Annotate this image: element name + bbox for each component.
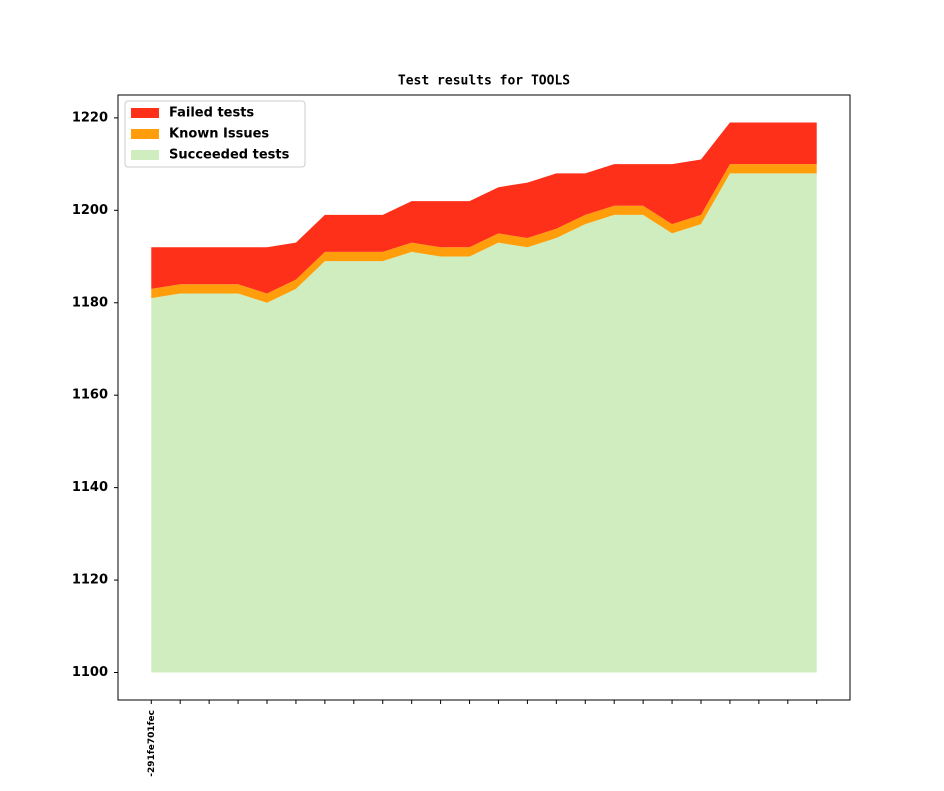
y-tick-label: 1200 [72, 203, 108, 218]
area [151, 173, 817, 673]
legend-swatch [131, 129, 159, 139]
plot-area [151, 122, 817, 673]
chart-title: Test results for TOOLS [398, 74, 570, 89]
legend: Failed tests Known Issues Succeeded tests [124, 100, 306, 168]
y-tick-label: 1220 [72, 110, 108, 125]
x-tick-label: -291fe701fec [147, 710, 157, 777]
legend-frame [124, 100, 306, 168]
legend-label: Succeeded tests [169, 148, 290, 163]
y-tick-label: 1120 [72, 573, 108, 588]
legend-label: Known Issues [169, 127, 269, 142]
legend-label: Failed tests [169, 106, 254, 121]
y-tick-label: 1160 [72, 388, 108, 403]
y-tick-label: 1140 [72, 480, 108, 495]
y-tick-label: 1100 [72, 665, 108, 680]
y-tick-label: 1180 [72, 295, 108, 310]
area [151, 164, 817, 303]
legend-swatch [131, 150, 159, 160]
axes-frame [117, 94, 851, 701]
area [151, 122, 817, 294]
legend-swatch [131, 108, 159, 118]
